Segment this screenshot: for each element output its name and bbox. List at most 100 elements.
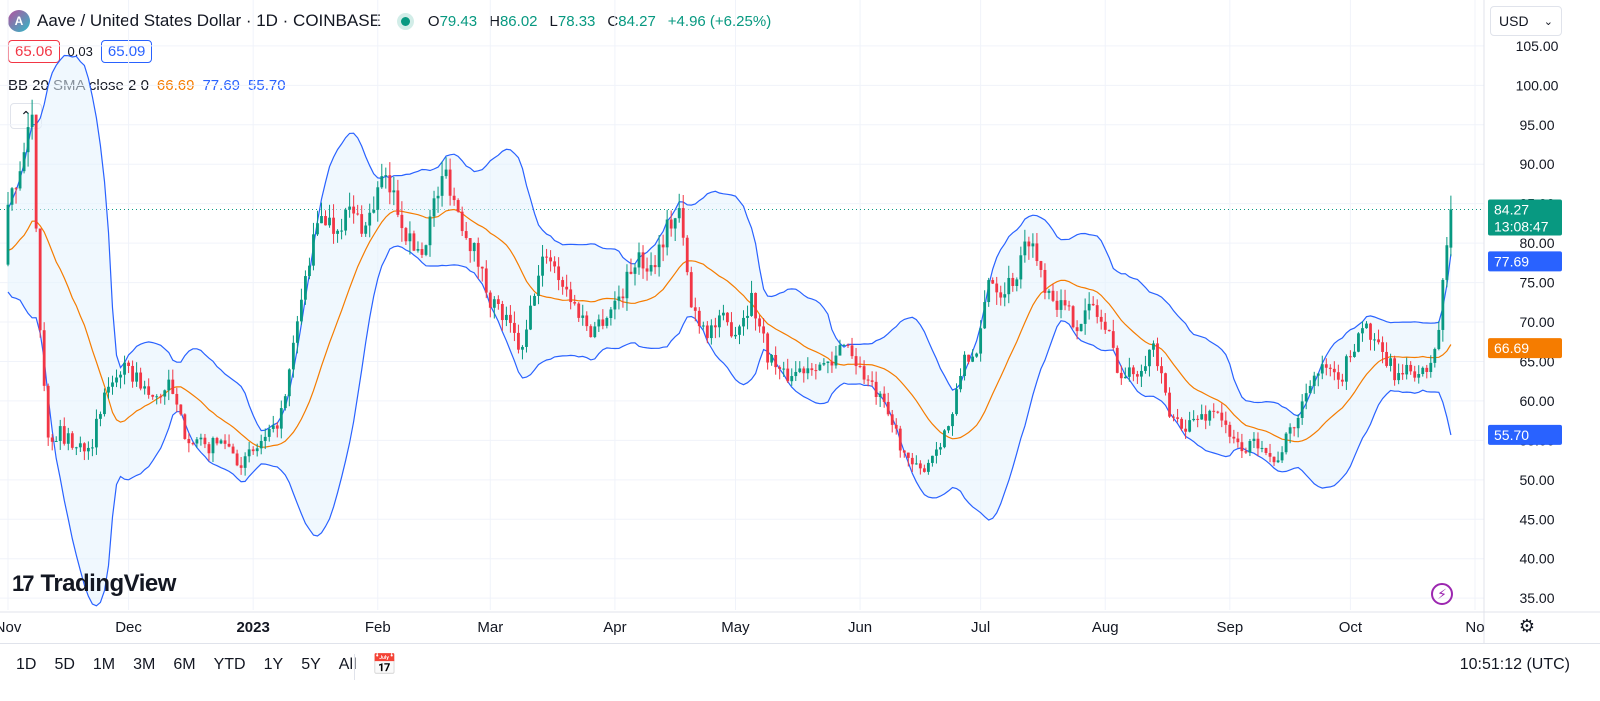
candle	[870, 371, 874, 387]
candle	[1055, 291, 1059, 318]
candle	[448, 158, 452, 206]
candle	[1144, 355, 1147, 374]
y-tick-label: 40.00	[1519, 551, 1554, 567]
candle-body	[1067, 305, 1071, 307]
candle	[1377, 329, 1380, 345]
candle-body	[400, 214, 404, 229]
candle-body	[1164, 373, 1167, 393]
candle	[1429, 355, 1433, 378]
candle-body	[673, 218, 677, 229]
candle	[1127, 357, 1131, 382]
candle	[1011, 272, 1015, 292]
candle	[255, 443, 259, 457]
candle-body	[320, 216, 323, 224]
candle	[661, 234, 665, 262]
range-button-1y[interactable]: 1Y	[263, 656, 284, 673]
candle	[1184, 419, 1188, 439]
candle	[1164, 372, 1167, 396]
candle-body	[496, 299, 500, 305]
range-button-1m[interactable]: 1M	[92, 656, 116, 673]
candle	[22, 142, 26, 174]
candle	[914, 455, 918, 465]
candle-body	[1208, 410, 1212, 421]
candle-body	[1172, 416, 1175, 418]
candle-body	[10, 188, 14, 205]
calendar-range-icon[interactable]: 📅	[372, 654, 397, 676]
candle-body	[1180, 418, 1184, 429]
candle-body	[255, 448, 259, 452]
candle-body	[1284, 433, 1288, 453]
currency-select[interactable]: USD ⌄	[1490, 6, 1562, 36]
candle	[858, 356, 862, 369]
candle-body	[436, 195, 440, 199]
candle-body	[34, 114, 38, 229]
range-button-3m[interactable]: 3M	[133, 656, 156, 673]
candle	[657, 235, 661, 277]
candle	[1417, 365, 1421, 384]
candle	[179, 404, 183, 416]
range-button-5y[interactable]: 5Y	[301, 656, 321, 673]
candle-body	[605, 317, 609, 326]
x-tick-label: Oct	[1339, 619, 1363, 636]
candle-body	[902, 450, 906, 453]
candle	[1445, 236, 1449, 288]
candle	[926, 459, 930, 475]
last-price-label-text: 84.27	[1494, 201, 1529, 217]
candle-body	[653, 265, 657, 268]
candle	[271, 415, 275, 433]
candle	[862, 360, 866, 384]
candle-body	[995, 283, 999, 293]
flash-icon[interactable]: ⚡	[1431, 583, 1453, 605]
candle-body	[456, 200, 460, 212]
candle	[778, 365, 782, 380]
symbol-title[interactable]: Aave / United States Dollar · 1D · COINB…	[37, 11, 381, 30]
price-chart[interactable]: 35.0040.0045.0050.0055.0060.0065.0070.00…	[0, 0, 1600, 643]
candle-body	[963, 354, 966, 377]
candle-body	[336, 230, 339, 234]
tradingview-logo[interactable]: 17 TradingView	[12, 570, 176, 598]
candle	[1332, 361, 1336, 381]
range-button-6m[interactable]: 6M	[173, 656, 196, 673]
utc-clock[interactable]: 10:51:12 (UTC)	[1459, 656, 1570, 673]
candle-body	[838, 345, 842, 356]
range-button-all[interactable]: All	[338, 656, 357, 673]
candle	[1389, 353, 1393, 372]
candle-body	[504, 314, 508, 321]
candle	[1172, 414, 1175, 422]
candle-body	[545, 256, 548, 258]
candle-body	[235, 453, 239, 466]
candle	[376, 181, 380, 222]
candle	[183, 413, 187, 440]
gear-icon[interactable]: ⚙	[1518, 615, 1536, 636]
candle-body	[247, 449, 251, 457]
candle-body	[987, 280, 991, 303]
range-button-ytd[interactable]: YTD	[213, 656, 246, 673]
candle	[151, 394, 155, 400]
candle-body	[167, 379, 171, 391]
candle-body	[939, 447, 942, 450]
candle-body	[577, 303, 581, 318]
candle	[508, 305, 512, 333]
candle	[1280, 446, 1284, 464]
candle-body	[1135, 374, 1139, 377]
candle-body	[1111, 331, 1115, 348]
candle	[669, 210, 673, 237]
candle-body	[227, 443, 231, 447]
candle	[537, 265, 540, 305]
candle	[770, 354, 774, 366]
candle-body	[1324, 364, 1328, 368]
candle-body	[1260, 447, 1264, 449]
candle	[207, 442, 211, 461]
candle-body	[392, 190, 396, 193]
candle-body	[1140, 370, 1143, 377]
candle-body	[243, 456, 247, 468]
candle-body	[693, 307, 697, 311]
range-button-1d[interactable]: 1D	[16, 656, 37, 673]
low-label: L	[549, 12, 558, 30]
range-button-5d[interactable]: 5D	[54, 656, 75, 673]
candle	[565, 274, 569, 297]
candle-body	[1377, 339, 1380, 343]
candle-body	[207, 444, 211, 454]
candle	[806, 357, 810, 380]
market-status-icon	[400, 16, 410, 26]
